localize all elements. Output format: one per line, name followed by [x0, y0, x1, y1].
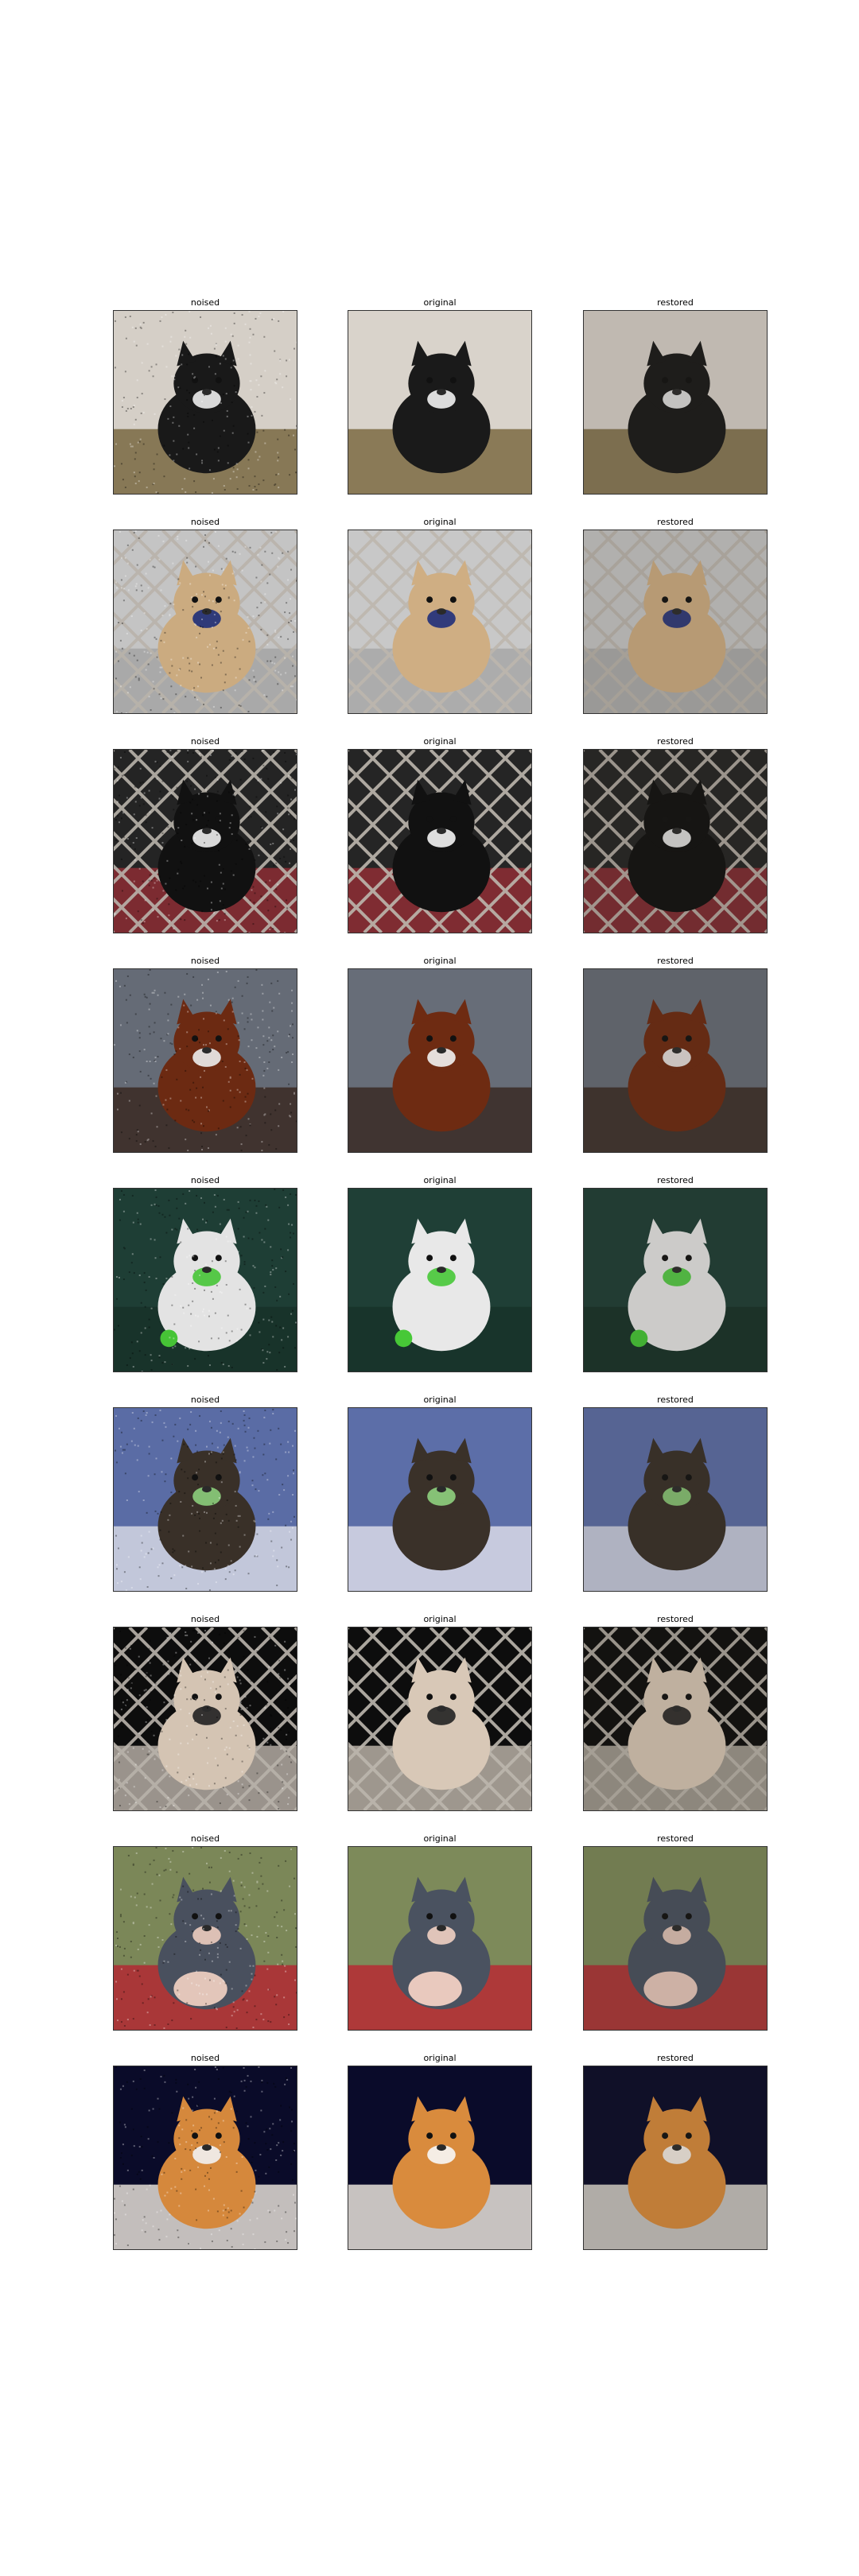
panel-title-restored: restored: [657, 297, 694, 308]
image-row: noised original restored: [0, 297, 859, 504]
dog-nose-through-fence-photo: [114, 1627, 297, 1810]
panel-title-noised: noised: [190, 1614, 220, 1624]
dog-behind-chain-fence-photo: [114, 530, 297, 713]
restored-image: [583, 749, 768, 933]
white-persian-cat-photo: [348, 1189, 531, 1371]
image-row: noised original restored: [0, 736, 859, 943]
original-image: [348, 1846, 532, 2031]
image-row: noised original restored: [0, 1833, 859, 2040]
image-row: noised original restored: [0, 1614, 859, 1821]
panel-title-original: original: [423, 1614, 457, 1624]
restored-image: [583, 968, 768, 1153]
noised-image: [113, 1407, 297, 1592]
tabby-cat-in-bed-photo: [348, 1408, 531, 1591]
restored-image: [583, 2066, 768, 2250]
image-row: noised original restored: [0, 1175, 859, 1382]
tabby-cat-in-bed-photo: [584, 1408, 767, 1591]
panel-title-original: original: [423, 1833, 457, 1844]
panel-title-original: original: [423, 297, 457, 308]
black-white-cat-in-cage-photo: [584, 750, 767, 933]
panel-title-noised: noised: [190, 1833, 220, 1844]
image-row: noised original restored: [0, 1395, 859, 1601]
panel-title-restored: restored: [657, 956, 694, 966]
noised-image: [113, 1627, 297, 1811]
panel-title-restored: restored: [657, 1395, 694, 1405]
chihuahua-held-by-hands-photo: [584, 1847, 767, 2030]
white-persian-cat-photo: [114, 1189, 297, 1371]
original-image: [348, 1407, 532, 1592]
noised-image: [113, 530, 297, 714]
panel-title-original: original: [423, 736, 457, 747]
panel-title-noised: noised: [190, 1395, 220, 1405]
panel-title-restored: restored: [657, 1175, 694, 1185]
brown-labrador-dog-photo: [348, 969, 531, 1152]
dog-behind-chain-fence-photo: [584, 530, 767, 713]
original-image: [348, 968, 532, 1153]
tabby-cat-in-bed-photo: [114, 1408, 297, 1591]
panel-title-noised: noised: [190, 517, 220, 527]
original-image: [348, 530, 532, 714]
orange-kitten-photo: [114, 2066, 297, 2249]
noised-image: [113, 1188, 297, 1372]
panel-title-restored: restored: [657, 736, 694, 747]
noised-image: [113, 968, 297, 1153]
panel-title-original: original: [423, 2053, 457, 2063]
white-persian-cat-photo: [584, 1189, 767, 1371]
boston-terrier-dog-photo: [584, 311, 767, 494]
panel-title-restored: restored: [657, 2053, 694, 2063]
chihuahua-held-by-hands-photo: [114, 1847, 297, 2030]
black-white-cat-in-cage-photo: [348, 750, 531, 933]
image-row: noised original restored: [0, 956, 859, 1162]
noised-image: [113, 1846, 297, 2031]
brown-labrador-dog-photo: [584, 969, 767, 1152]
original-image: [348, 2066, 532, 2250]
panel-title-original: original: [423, 956, 457, 966]
orange-kitten-photo: [348, 2066, 531, 2249]
original-image: [348, 1627, 532, 1811]
restored-image: [583, 530, 768, 714]
image-row: noised original restored: [0, 2053, 859, 2260]
restored-image: [583, 1627, 768, 1811]
chihuahua-held-by-hands-photo: [348, 1847, 531, 2030]
panel-title-restored: restored: [657, 517, 694, 527]
restored-image: [583, 1846, 768, 2031]
original-image: [348, 1188, 532, 1372]
image-row: noised original restored: [0, 517, 859, 724]
panel-title-noised: noised: [190, 2053, 220, 2063]
panel-title-original: original: [423, 517, 457, 527]
noised-image: [113, 749, 297, 933]
noised-image: [113, 2066, 297, 2250]
boston-terrier-dog-photo: [114, 311, 297, 494]
noised-image: [113, 310, 297, 495]
black-white-cat-in-cage-photo: [114, 750, 297, 933]
panel-title-restored: restored: [657, 1614, 694, 1624]
brown-labrador-dog-photo: [114, 969, 297, 1152]
panel-title-noised: noised: [190, 956, 220, 966]
orange-kitten-photo: [584, 2066, 767, 2249]
dog-behind-chain-fence-photo: [348, 530, 531, 713]
restored-image: [583, 1188, 768, 1372]
panel-title-restored: restored: [657, 1833, 694, 1844]
original-image: [348, 749, 532, 933]
panel-title-noised: noised: [190, 1175, 220, 1185]
panel-title-noised: noised: [190, 297, 220, 308]
restored-image: [583, 310, 768, 495]
dog-nose-through-fence-photo: [348, 1627, 531, 1810]
panel-title-original: original: [423, 1175, 457, 1185]
panel-title-original: original: [423, 1395, 457, 1405]
restored-image: [583, 1407, 768, 1592]
dog-nose-through-fence-photo: [584, 1627, 767, 1810]
original-image: [348, 310, 532, 495]
panel-title-noised: noised: [190, 736, 220, 747]
boston-terrier-dog-photo: [348, 311, 531, 494]
